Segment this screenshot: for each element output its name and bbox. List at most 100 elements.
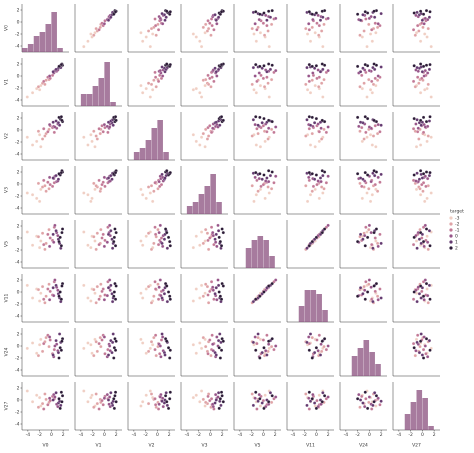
scatter-point	[168, 62, 172, 67]
scatter-point	[204, 400, 208, 404]
scatter-point	[253, 22, 257, 26]
scatter-point	[270, 345, 274, 349]
scatter-point	[168, 294, 172, 298]
scatter-point	[156, 407, 161, 411]
scatter-point	[212, 243, 216, 247]
scatter-point	[165, 246, 169, 250]
y-tick-label: 0	[17, 344, 20, 350]
scatter-point	[360, 35, 364, 39]
scatter-point	[374, 145, 378, 149]
scatter-point	[201, 25, 205, 29]
scatter-point	[255, 342, 259, 346]
scatter-point	[139, 337, 143, 341]
scatter-point	[151, 32, 155, 36]
scatter-point	[112, 240, 116, 244]
scatter-point	[160, 241, 164, 245]
scatter-point	[270, 63, 274, 67]
scatter-point	[194, 351, 198, 355]
scatter-point	[59, 62, 63, 67]
scatter-point	[272, 181, 276, 185]
scatter-point	[156, 79, 161, 84]
scatter-point	[316, 349, 320, 353]
scatter-point	[429, 191, 433, 195]
scatter-point	[425, 35, 429, 39]
scatter-point	[108, 344, 112, 348]
scatter-point	[414, 349, 418, 353]
scatter-point	[214, 286, 218, 290]
scatter-point	[101, 130, 105, 134]
scatter-point	[262, 290, 266, 294]
scatter-point	[198, 39, 202, 43]
scatter-point	[307, 244, 311, 248]
scatter-point	[260, 121, 264, 125]
scatter-point	[361, 401, 365, 405]
scatter-point	[370, 79, 374, 84]
scatter-point	[149, 82, 154, 87]
scatter-point	[42, 342, 46, 346]
scatter-point	[94, 392, 98, 396]
scatter-point	[274, 68, 278, 73]
scatter-point	[204, 77, 208, 82]
scatter-point	[256, 332, 260, 336]
scatter-point	[419, 169, 423, 173]
x-tick-label: 2	[168, 432, 171, 438]
y-tick-label: -2	[15, 140, 20, 146]
scatter-point	[316, 179, 320, 183]
scatter-point	[368, 32, 373, 36]
scatter-point	[36, 235, 41, 239]
scatter-point	[201, 336, 205, 340]
scatter-point	[376, 175, 380, 179]
scatter-point	[360, 196, 364, 200]
scatter-point	[59, 403, 63, 407]
scatter-point	[426, 301, 430, 305]
scatter-point	[203, 145, 207, 149]
y-tick-label: 2	[17, 116, 20, 122]
scatter-point	[376, 78, 380, 82]
scatter-point	[48, 183, 52, 187]
scatter-point	[372, 284, 376, 288]
scatter-point	[191, 32, 195, 36]
scatter-point	[59, 297, 63, 301]
scatter-point	[378, 130, 382, 134]
scatter-point	[263, 196, 267, 200]
scatter-point	[110, 351, 114, 355]
scatter-point	[365, 230, 369, 234]
scatter-point	[38, 299, 42, 303]
scatter-point	[379, 172, 383, 176]
y-tick-label: -2	[15, 410, 20, 416]
scatter-point	[358, 33, 362, 37]
histogram-bar	[322, 310, 328, 322]
scatter-point	[258, 115, 262, 120]
scatter-point	[59, 390, 63, 394]
scatter-point	[356, 397, 360, 401]
scatter-point	[263, 393, 267, 397]
legend-title: target	[450, 209, 464, 215]
scatter-point	[362, 285, 366, 289]
y-axis-label: V3	[4, 187, 10, 193]
scatter-point	[362, 29, 366, 33]
scatter-point	[317, 139, 321, 143]
scatter-point	[153, 181, 157, 185]
scatter-point	[108, 288, 112, 292]
scatter-point	[38, 246, 42, 250]
scatter-point	[416, 333, 420, 337]
scatter-point	[152, 189, 156, 193]
scatter-point	[218, 356, 222, 360]
scatter-point	[106, 232, 111, 236]
x-tick-label: -2	[90, 432, 95, 438]
scatter-point	[417, 29, 421, 33]
scatter-point	[144, 393, 148, 397]
scatter-point	[54, 174, 58, 178]
scatter-point	[258, 397, 262, 401]
scatter-point	[356, 64, 360, 69]
scatter-point	[46, 180, 50, 184]
scatter-point	[311, 71, 315, 75]
y-axis-label: V24	[4, 347, 10, 356]
legend-label: -1	[455, 228, 460, 234]
scatter-point	[305, 32, 310, 36]
scatter-point	[270, 77, 274, 82]
scatter-point	[168, 240, 172, 244]
scatter-point	[43, 134, 47, 138]
scatter-point	[315, 183, 319, 187]
scatter-point	[368, 133, 373, 137]
